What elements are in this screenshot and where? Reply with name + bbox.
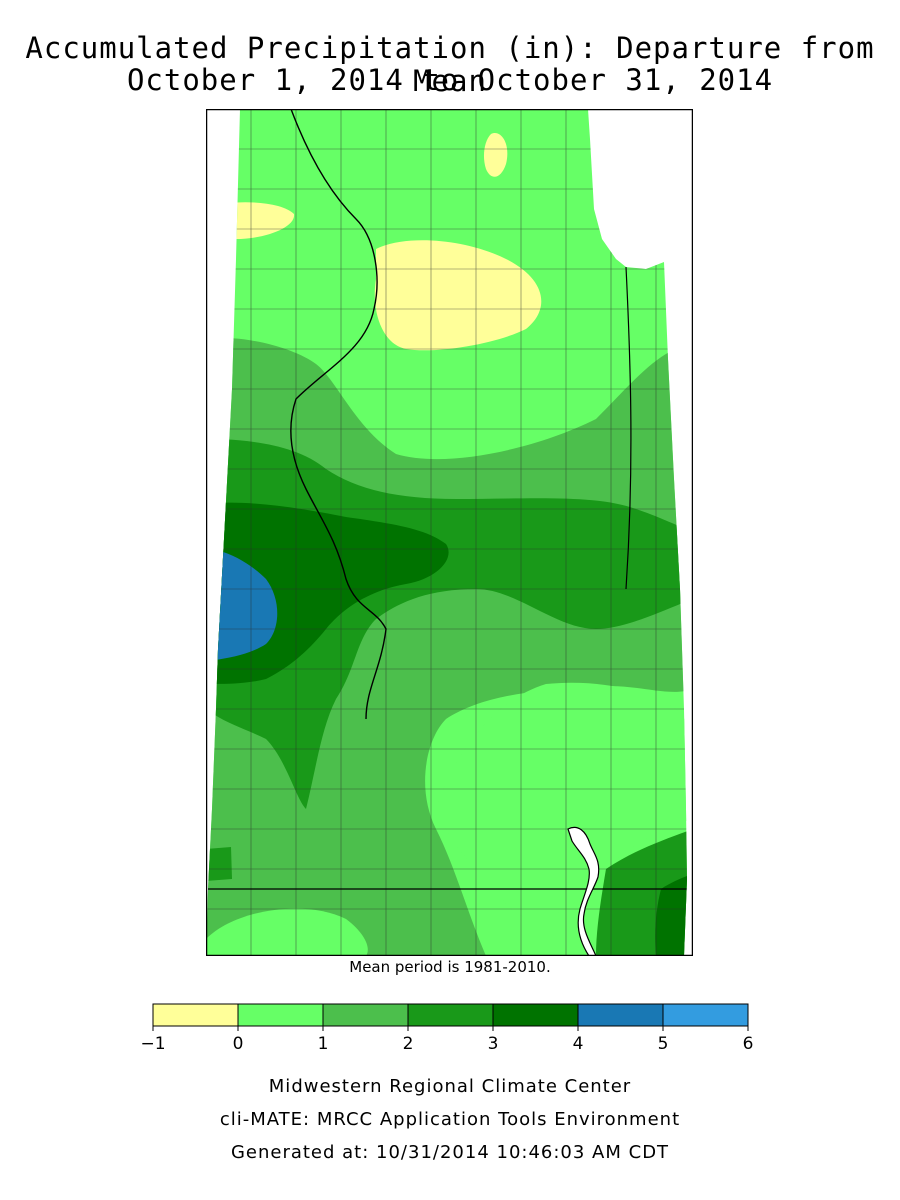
lake: [567, 826, 600, 956]
legend-tick-label: 1: [318, 1034, 329, 1054]
river-boundary: [290, 109, 387, 720]
map-title-line1: Accumulated Precipitation (in): Departur…: [25, 31, 875, 98]
zone-0-1-south: [206, 908, 368, 956]
legend-tick-label: 0: [233, 1034, 244, 1054]
legend-swatch: [407, 1003, 494, 1027]
legend-swatch: [577, 1003, 664, 1027]
mean-period-note: Mean period is 1981-2010.: [349, 958, 551, 976]
legend-tick-label: 6: [743, 1034, 754, 1054]
color-legend: −1 0 1 2 3 4 5 6: [140, 1003, 754, 1054]
zone-below-normal-north: [483, 133, 508, 177]
zone-0-1-se: [436, 682, 687, 920]
footer-tool: cli-MATE: MRCC Application Tools Environ…: [219, 1109, 681, 1130]
legend-swatch: [492, 1003, 579, 1027]
map-frame: [206, 109, 693, 956]
zone-3-4-se: [655, 874, 687, 956]
footer-org: Midwestern Regional Climate Center: [268, 1076, 632, 1097]
legend-tick-label: −1: [140, 1034, 165, 1054]
zone-below-normal-ne: [374, 240, 542, 351]
precipitation-departure-map: [206, 109, 693, 956]
county-lines: [206, 109, 687, 956]
legend-tick-label: 4: [573, 1034, 584, 1054]
legend-swatch: [662, 1003, 749, 1027]
zone-2-3-sw: [206, 847, 232, 881]
legend-tick-label: 3: [488, 1034, 499, 1054]
map-title-line2: October 1, 2014 to October 31, 2014: [126, 63, 774, 97]
zone-4-5: [206, 549, 278, 661]
legend-tick-label: 2: [403, 1034, 414, 1054]
legend-swatch: [152, 1003, 239, 1027]
state-line-east: [625, 266, 632, 590]
legend-swatch: [237, 1003, 324, 1027]
legend-swatch: [322, 1003, 409, 1027]
legend-tick-label: 5: [658, 1034, 669, 1054]
footer-generated: Generated at: 10/31/2014 10:46:03 AM CDT: [230, 1142, 670, 1163]
